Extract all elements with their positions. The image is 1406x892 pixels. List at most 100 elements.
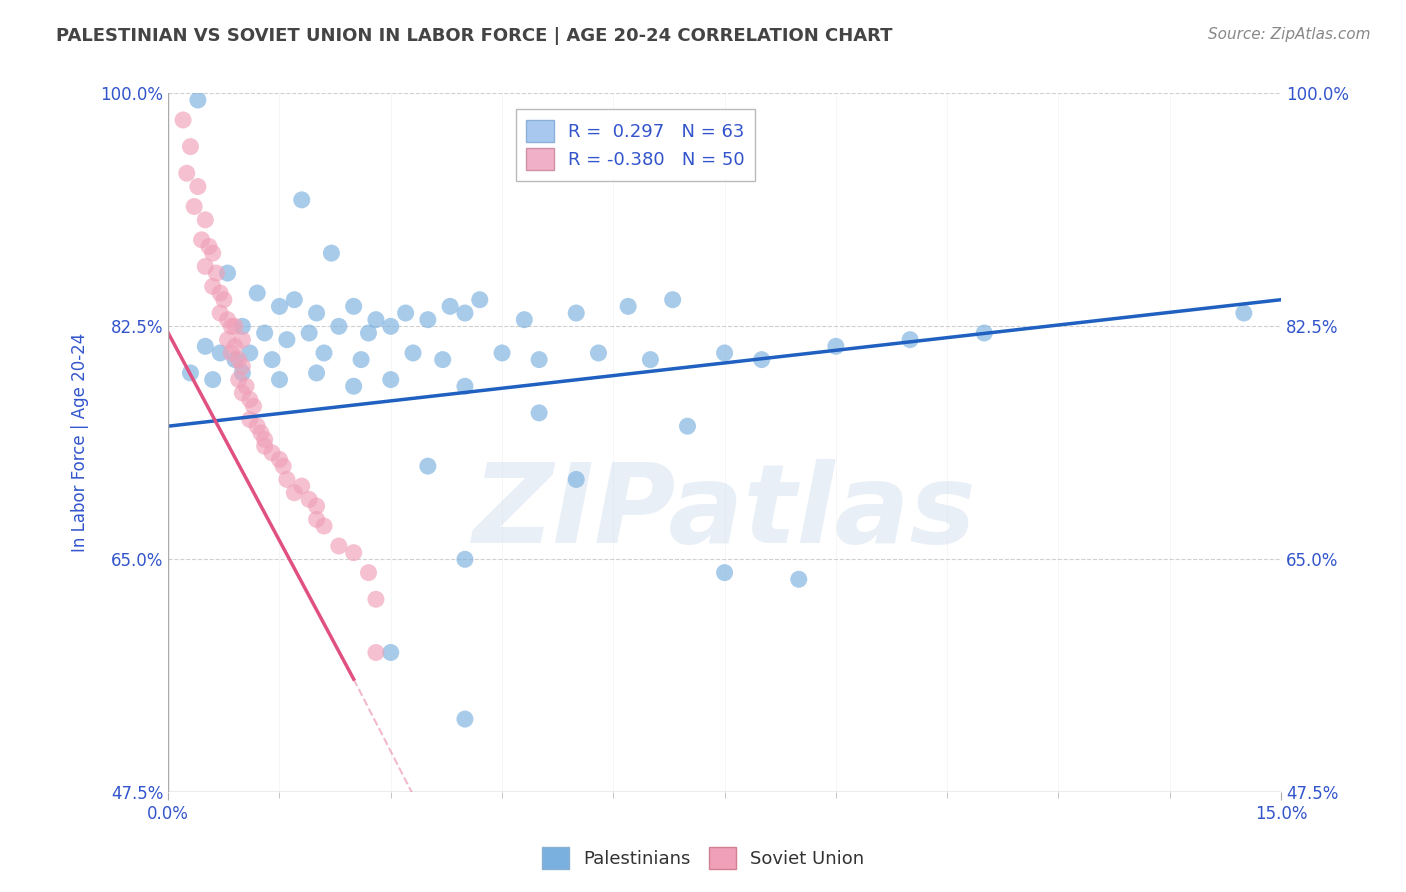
Point (713, 566, 735, 580)
Point (246, 419, 269, 434)
Point (231, 359, 253, 374)
Point (898, 333, 921, 347)
Point (343, 379, 366, 393)
Point (491, 346, 513, 360)
Point (291, 193, 314, 207)
Point (205, 266, 228, 280)
Point (305, 366, 328, 380)
Point (262, 446, 284, 460)
Point (380, 373, 402, 387)
Point (231, 319, 253, 334)
Legend: R =  0.297   N = 63, R = -0.380   N = 50: R = 0.297 N = 63, R = -0.380 N = 50 (516, 110, 755, 180)
Point (305, 512, 328, 526)
Point (416, 312, 439, 326)
Point (219, 319, 242, 334)
Point (617, 299, 640, 313)
Point (209, 286, 232, 301)
Point (1233, 306, 1256, 320)
Point (661, 293, 683, 307)
Point (298, 492, 321, 507)
Point (640, 352, 662, 367)
Point (357, 566, 380, 580)
Point (209, 346, 232, 360)
Point (217, 333, 239, 347)
Point (787, 572, 810, 586)
Point (187, 179, 209, 194)
Point (291, 479, 314, 493)
Point (527, 406, 550, 420)
Point (231, 366, 253, 380)
Point (190, 233, 212, 247)
Point (179, 366, 201, 380)
Point (394, 306, 416, 320)
Point (751, 352, 773, 367)
Point (357, 326, 380, 340)
Point (305, 306, 328, 320)
Point (194, 339, 217, 353)
Point (973, 326, 995, 340)
Point (217, 266, 239, 280)
Point (219, 346, 242, 360)
Point (253, 433, 276, 447)
Point (343, 299, 366, 313)
Point (179, 139, 201, 153)
Point (269, 299, 291, 313)
Point (224, 339, 246, 353)
Point (209, 306, 232, 320)
Point (231, 385, 253, 400)
Point (183, 200, 205, 214)
Point (246, 286, 269, 301)
Point (172, 113, 194, 128)
Point (228, 373, 250, 387)
Point (187, 93, 209, 107)
Point (253, 439, 276, 453)
Point (262, 352, 284, 367)
Text: PALESTINIAN VS SOVIET UNION IN LABOR FORCE | AGE 20-24 CORRELATION CHART: PALESTINIAN VS SOVIET UNION IN LABOR FOR… (56, 27, 893, 45)
Point (283, 293, 305, 307)
Point (283, 485, 305, 500)
Text: Source: ZipAtlas.com: Source: ZipAtlas.com (1208, 27, 1371, 42)
Point (239, 412, 262, 426)
Point (824, 339, 846, 353)
Point (194, 260, 217, 274)
Point (224, 352, 246, 367)
Point (212, 293, 235, 307)
Point (176, 166, 198, 180)
Point (269, 373, 291, 387)
Point (198, 239, 221, 253)
Point (298, 326, 321, 340)
Point (454, 552, 477, 566)
Point (713, 346, 735, 360)
Point (380, 319, 402, 334)
Legend: Palestinians, Soviet Union: Palestinians, Soviet Union (534, 839, 872, 876)
Point (321, 246, 343, 260)
Point (343, 546, 366, 560)
Y-axis label: In Labor Force | Age 20-24: In Labor Force | Age 20-24 (72, 334, 89, 552)
Point (201, 246, 224, 260)
Point (201, 373, 224, 387)
Point (231, 333, 253, 347)
Point (402, 346, 425, 360)
Point (364, 592, 387, 607)
Point (439, 299, 461, 313)
Point (224, 319, 246, 334)
Point (328, 539, 350, 553)
Point (468, 293, 491, 307)
Point (253, 326, 276, 340)
Point (432, 352, 454, 367)
Point (565, 306, 588, 320)
Point (242, 399, 264, 413)
Point (239, 392, 262, 407)
Point (416, 459, 439, 474)
Point (312, 519, 335, 533)
Point (565, 472, 588, 486)
Point (328, 319, 350, 334)
Point (217, 312, 239, 326)
Point (513, 312, 536, 326)
Point (364, 312, 387, 326)
Point (194, 212, 217, 227)
Point (350, 352, 373, 367)
Point (228, 352, 250, 367)
Point (276, 472, 298, 486)
Point (454, 379, 477, 393)
